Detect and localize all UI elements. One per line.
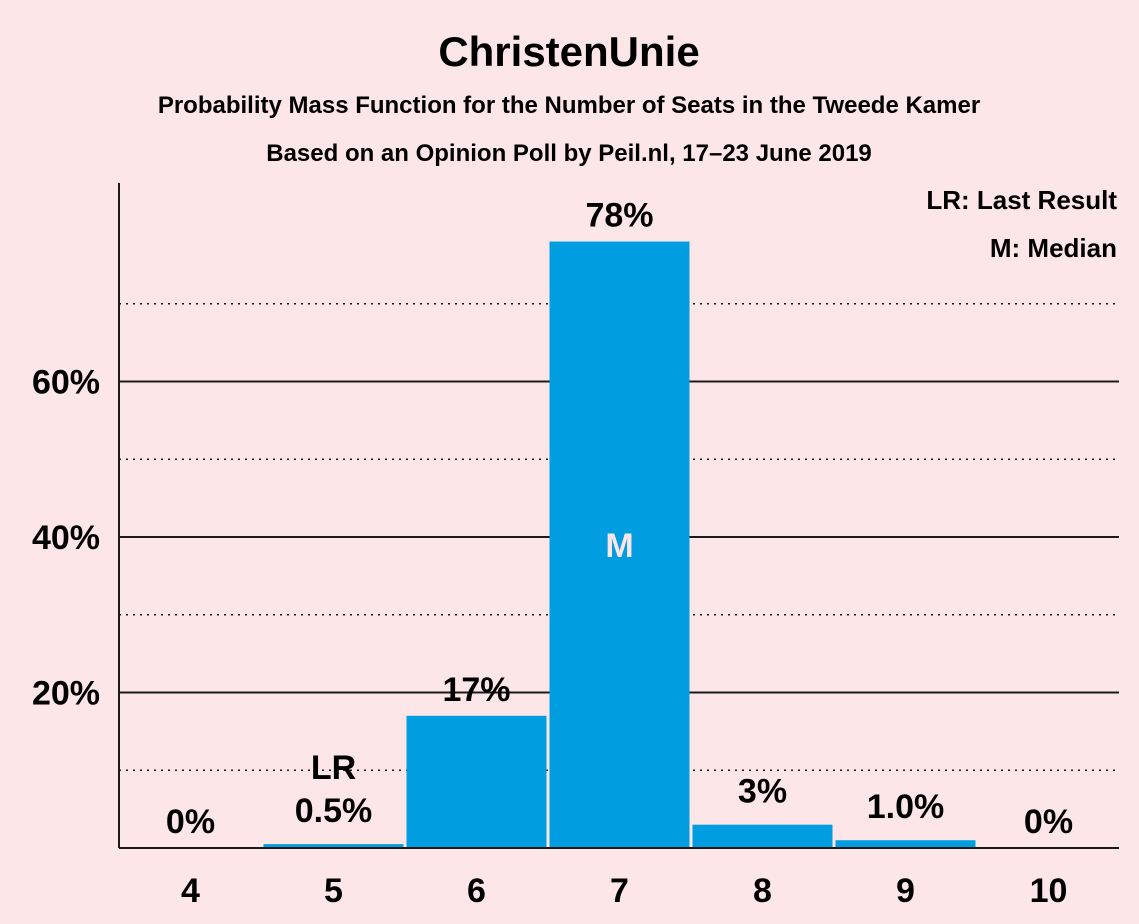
value-label: 78%: [585, 197, 653, 235]
legend-median: M: Median: [990, 233, 1117, 263]
value-label: 17%: [442, 671, 510, 709]
x-tick-label: 8: [753, 872, 772, 910]
value-label: 0%: [166, 803, 215, 841]
bar-seats-7: [549, 241, 690, 849]
x-tick-label: 10: [1030, 872, 1068, 910]
bar-seats-9: [835, 840, 976, 848]
data-labels: 0% 0.5% LR 17% 78% M 3% 1.0% 0%: [166, 189, 1073, 841]
chart-title: ChristenUnie: [438, 28, 699, 75]
x-tick-labels: 4 5 6 7 8 9 10: [181, 872, 1067, 910]
bar-seats-8: [692, 824, 833, 848]
bars: [263, 241, 976, 849]
chart-subtitle: Probability Mass Function for the Number…: [158, 92, 980, 119]
y-tick-label: 20%: [32, 675, 100, 713]
y-tick-labels: 20% 40% 60%: [32, 364, 100, 713]
x-tick-label: 7: [610, 872, 629, 910]
legend-last-result: LR: Last Result: [926, 185, 1117, 215]
x-tick-label: 6: [467, 872, 486, 910]
value-label: 0%: [1024, 803, 1073, 841]
x-tick-label: 4: [181, 872, 200, 910]
last-result-marker: LR: [311, 749, 356, 787]
x-tick-label: 5: [324, 872, 343, 910]
y-tick-label: 60%: [32, 364, 100, 402]
bar-seats-6: [406, 715, 547, 848]
y-tick-label: 40%: [32, 519, 100, 557]
x-tick-label: 9: [896, 872, 915, 910]
label-background: [569, 189, 670, 240]
value-label: 0.5%: [295, 792, 373, 830]
value-label: 3%: [738, 773, 787, 811]
bar-seats-5: [263, 844, 404, 848]
median-marker: M: [605, 527, 633, 565]
chart-source-line: Based on an Opinion Poll by Peil.nl, 17–…: [266, 140, 872, 167]
value-label: 1.0%: [867, 788, 945, 826]
